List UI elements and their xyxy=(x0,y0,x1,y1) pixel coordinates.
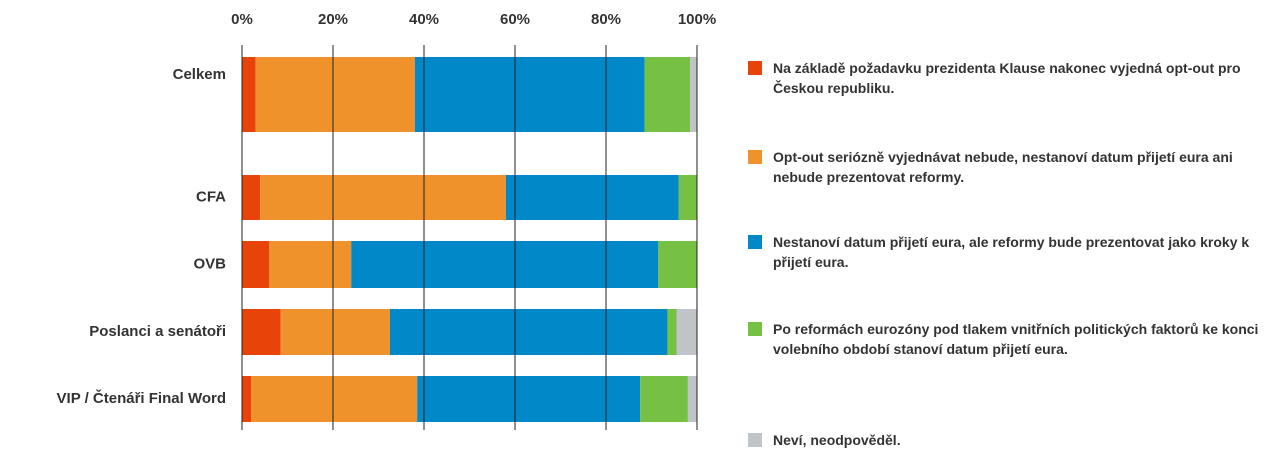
category-label: Poslanci a senátoři xyxy=(89,323,226,340)
legend-item: Neví, neodpověděl. xyxy=(748,430,1268,450)
bar-segment xyxy=(242,309,281,355)
bar-segment xyxy=(667,309,677,355)
bar-segment xyxy=(414,57,645,132)
x-tick-label: 100% xyxy=(678,11,716,28)
x-tick-label: 20% xyxy=(318,11,348,28)
x-tick-label: 40% xyxy=(409,11,439,28)
bar-segment xyxy=(690,57,697,132)
bar-segment xyxy=(640,376,688,422)
category-label: OVB xyxy=(193,255,226,272)
category-label: CFA xyxy=(196,188,226,205)
bar-segment xyxy=(676,309,697,355)
legend-swatch xyxy=(748,322,762,336)
bar-segment xyxy=(644,57,691,132)
bar-segment xyxy=(255,57,415,132)
legend-item: Nestanoví datum přijetí eura, ale reform… xyxy=(748,232,1268,272)
bar-segment xyxy=(351,241,659,288)
bar-segment xyxy=(280,309,390,355)
legend-label: Neví, neodpověděl. xyxy=(773,432,901,448)
bar-segment xyxy=(678,175,697,220)
category-label: VIP / Čtenáři Final Word xyxy=(57,389,226,407)
legend-label: Na základě požadavku prezidenta Klause n… xyxy=(773,60,1241,96)
bar-segment xyxy=(269,241,352,288)
x-tick-label: 80% xyxy=(591,11,621,28)
legend-swatch xyxy=(748,150,762,164)
legend-label: Nestanoví datum přijetí eura, ale reform… xyxy=(773,234,1250,270)
legend-label: Po reformách eurozóny pod tlakem vnitřní… xyxy=(773,321,1259,357)
legend-item: Na základě požadavku prezidenta Klause n… xyxy=(748,58,1268,98)
bar-segment xyxy=(251,376,418,422)
bar-segment xyxy=(242,376,252,422)
x-tick-label: 60% xyxy=(500,11,530,28)
legend-label: Opt-out seriózně vyjednávat nebude, nest… xyxy=(773,149,1233,185)
plot: Celkem CFA OVB Poslanci a senátoři VIP / Čte… xyxy=(57,11,716,430)
legend-swatch xyxy=(748,235,762,249)
bar-segment xyxy=(687,376,697,422)
legend-item: Po reformách eurozóny pod tlakem vnitřní… xyxy=(748,319,1268,359)
x-tick-label: 0% xyxy=(231,11,253,28)
bar-segment xyxy=(242,175,261,220)
legend-swatch xyxy=(748,433,762,447)
legend-item: Opt-out seriózně vyjednávat nebude, nest… xyxy=(748,147,1268,187)
bar-segment xyxy=(260,175,506,220)
legend-swatch xyxy=(748,61,762,75)
bar-segment xyxy=(242,241,270,288)
bar-segment xyxy=(417,376,641,422)
bar-segment xyxy=(242,57,256,132)
bar-segment xyxy=(505,175,679,220)
bar-segment xyxy=(658,241,697,288)
bar-segment xyxy=(389,309,668,355)
category-label: Celkem xyxy=(173,66,226,83)
